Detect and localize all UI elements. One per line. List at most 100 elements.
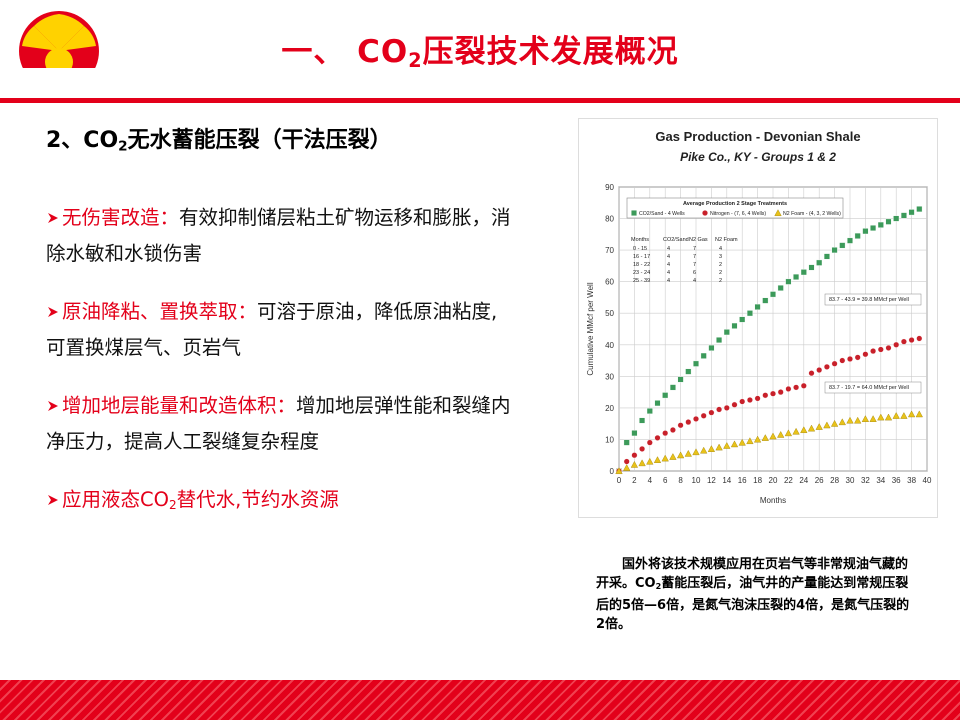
marker [862,228,869,235]
marker [800,382,807,389]
marker [793,384,800,391]
table-header: N2 Foam [715,237,738,243]
y-axis-label: Cumulative MMcf per Well [586,282,595,375]
marker [631,452,638,459]
marker [792,427,800,435]
bullet-text: 增加地层弹性能和裂缝内净压力，提高人工裂缝复杂程度 [46,394,511,453]
marker [723,442,731,449]
marker [808,264,815,271]
table-cell: 2 [719,270,722,276]
x-tick-label: 8 [678,476,683,485]
table-cell: 4 [667,246,670,252]
bullet-highlight: 应用液态CO [62,488,169,511]
marker [808,370,815,377]
bullet-sub: 2 [168,498,177,513]
marker [646,408,653,415]
marker [716,337,723,344]
marker [631,430,638,437]
slide-title: 一、 CO2压裂技术发展概况 [0,26,960,72]
marker [639,445,646,452]
marker [762,392,769,399]
x-tick-label: 38 [907,476,916,485]
marker [815,423,823,430]
marker [877,221,884,228]
marker [877,413,885,421]
table-cell: 2 [719,278,722,284]
table-cell: 4 [667,270,670,276]
marker [869,415,877,422]
y-tick-label: 90 [605,183,614,192]
marker [723,404,730,411]
x-tick-label: 0 [617,476,622,485]
y-tick-label: 70 [605,246,614,255]
marker [830,419,839,427]
table-cell: 0 - 15 [633,246,647,252]
legend-label: Nitrogen - (7, 6, 4 Wells) [710,211,766,217]
bullet: 无伤害改造：有效抑制储层粘土矿物运移和膨胀，消除水敏和水锁伤害 [46,200,516,272]
y-tick-label: 80 [605,215,614,224]
x-tick-label: 40 [923,476,932,485]
marker [746,397,753,404]
legend-marker [701,209,708,216]
annotation-box [824,293,922,306]
table-cell: 4 [667,262,670,268]
legend-title: Average Production 2 Stage Treatments [683,201,787,207]
x-tick-label: 2 [632,476,637,485]
table-header: N2 Gas [689,237,708,243]
caption-sub: 2 [655,582,662,591]
marker [669,453,677,460]
marker [777,430,785,438]
table-cell: 18 - 22 [633,262,650,268]
marker [700,352,707,359]
marker [908,337,915,344]
marker [854,354,861,361]
caption: 国外将该技术规模应用在页岩气等非常规油气藏的开采。CO2蓄能压裂后，油气井的产量… [596,555,914,634]
chart-title: Gas Production - Devonian Shale [655,129,860,144]
marker [823,421,831,429]
y-tick-label: 30 [605,372,614,381]
marker [885,218,892,225]
marker [885,344,892,351]
marker [800,269,807,276]
marker [708,344,715,351]
marker [739,316,746,323]
table-header: CO2/Sand [663,237,689,243]
marker [839,357,846,364]
marker [654,434,661,441]
bullet-highlight: 替代水,节约水资源 [176,488,339,511]
marker [916,206,923,213]
x-tick-label: 18 [753,476,762,485]
marker [838,418,846,426]
marker [662,430,669,437]
marker [769,432,777,440]
marker [677,376,684,383]
logo [14,11,104,92]
table-cell: 7 [693,262,696,268]
marker [623,458,630,465]
marker [784,429,793,437]
title-sub: 2 [408,48,423,72]
marker [738,438,746,446]
marker [731,401,738,408]
table-cell: 3 [719,254,722,260]
x-tick-label: 20 [769,476,778,485]
marker [761,434,769,441]
marker [862,351,869,358]
x-tick-label: 16 [738,476,747,485]
marker [893,215,900,222]
marker [769,390,776,397]
marker [823,363,830,370]
subheading-text: 2、CO [46,128,119,153]
marker [847,237,854,244]
marker [847,355,854,362]
title-text: 一、 CO [281,34,409,70]
table-cell: 7 [693,246,696,252]
bullet-icon [48,401,58,411]
marker [892,412,900,419]
marker [715,443,723,451]
marker [623,464,631,471]
bullet-text: 有效抑制储层粘土矿物运移和膨胀，消除水敏和水锁伤害 [46,206,511,265]
marker [854,232,861,239]
marker [816,259,823,266]
legend-label: N2 Foam - (4, 3, 2 Wells) [783,211,841,217]
